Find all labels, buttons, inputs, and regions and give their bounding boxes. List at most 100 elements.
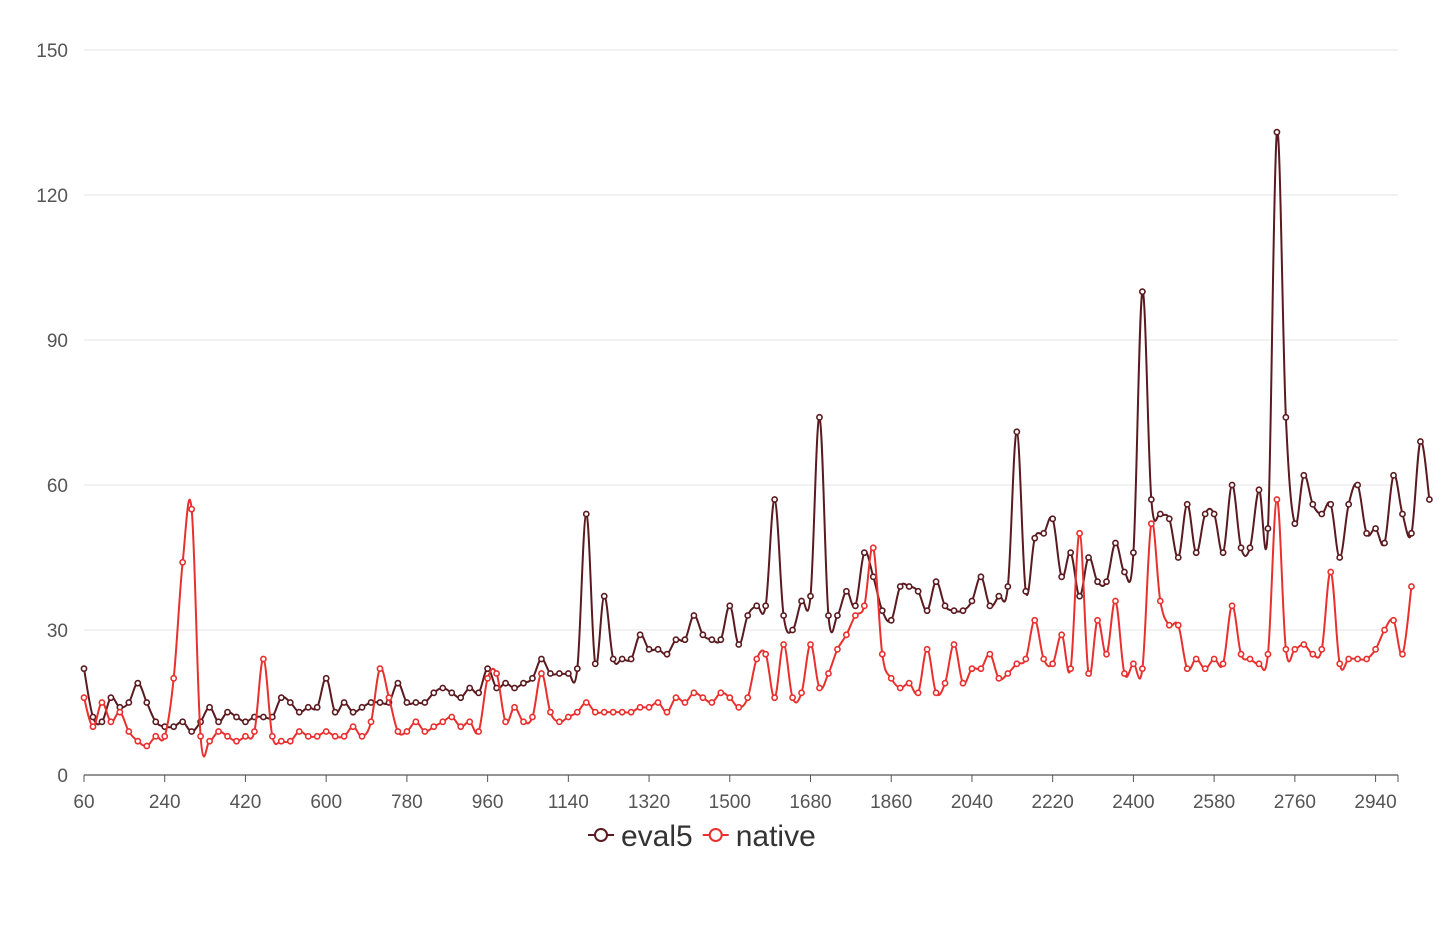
- data-point-eval5: [322, 674, 330, 682]
- x-tick-label: 1680: [789, 792, 831, 813]
- data-point-eval5: [932, 578, 940, 586]
- data-point-native: [457, 723, 465, 731]
- data-point-eval5: [735, 641, 743, 648]
- data-point-eval5: [995, 592, 1003, 600]
- data-point-native: [744, 694, 752, 702]
- data-point-eval5: [376, 699, 384, 706]
- data-point-native: [242, 732, 249, 740]
- data-point-native: [1192, 655, 1200, 663]
- legend-item-native[interactable]: native: [702, 820, 816, 853]
- x-tick-label: 240: [149, 792, 181, 813]
- legend-swatch-marker: [708, 828, 723, 842]
- data-point-native: [107, 718, 115, 726]
- data-point-native: [762, 650, 770, 658]
- data-point-eval5: [188, 728, 196, 735]
- data-point-native: [636, 703, 644, 711]
- data-point-native: [1309, 650, 1317, 658]
- data-point-eval5: [1390, 471, 1397, 479]
- data-point-eval5: [107, 694, 115, 702]
- data-point-native: [188, 505, 196, 513]
- data-point-eval5: [277, 694, 285, 702]
- data-point-eval5: [609, 655, 617, 663]
- data-point-native: [1327, 568, 1335, 576]
- data-point-native: [753, 655, 761, 663]
- data-point-eval5: [430, 689, 438, 697]
- data-point-eval5: [125, 699, 133, 706]
- y-tick-label: 30: [47, 621, 68, 642]
- y-tick-label: 90: [47, 331, 68, 352]
- legend-item-eval5[interactable]: eval5: [588, 820, 693, 853]
- data-point-native: [89, 723, 97, 731]
- data-point-eval5: [555, 670, 563, 677]
- data-point-eval5: [825, 612, 832, 619]
- data-point-eval5: [1381, 539, 1388, 547]
- data-point-eval5: [457, 694, 465, 702]
- data-point-eval5: [959, 607, 967, 615]
- data-point-native: [564, 713, 572, 721]
- data-point-native: [1121, 670, 1128, 677]
- x-tick-label: 2220: [1032, 792, 1074, 813]
- data-point-eval5: [520, 679, 527, 687]
- data-point-eval5: [1085, 554, 1092, 561]
- series-lines: [80, 128, 1433, 758]
- data-point-native: [116, 708, 124, 716]
- data-point-native: [1112, 597, 1119, 605]
- data-point-native: [502, 718, 509, 726]
- data-point-eval5: [313, 703, 321, 711]
- data-point-eval5: [717, 636, 725, 644]
- data-point-eval5: [950, 607, 958, 615]
- data-point-native: [896, 684, 904, 692]
- x-tick-label: 960: [472, 792, 504, 813]
- data-point-native: [170, 674, 178, 682]
- data-point-eval5: [403, 699, 411, 706]
- data-point-native: [1138, 665, 1146, 673]
- data-point-native: [511, 703, 518, 711]
- data-point-native: [179, 558, 187, 566]
- data-point-eval5: [206, 703, 213, 711]
- data-point-eval5: [1372, 525, 1379, 532]
- data-point-eval5: [681, 636, 689, 644]
- data-point-eval5: [179, 718, 187, 726]
- legend[interactable]: eval5 native: [588, 820, 816, 853]
- x-tick-label: 2400: [1112, 792, 1154, 813]
- data-point-native: [923, 645, 931, 653]
- data-point-eval5: [1112, 539, 1119, 547]
- data-point-eval5: [448, 689, 456, 697]
- data-point-native: [1156, 597, 1164, 605]
- data-point-native: [277, 737, 285, 745]
- data-point-native: [1318, 645, 1326, 653]
- data-point-native: [403, 728, 411, 735]
- data-point-eval5: [134, 679, 142, 687]
- data-point-native: [1210, 655, 1218, 663]
- data-point-native: [430, 723, 438, 731]
- data-point-eval5: [1327, 500, 1335, 508]
- data-point-native: [1147, 520, 1155, 528]
- data-point-eval5: [304, 703, 312, 711]
- data-point-eval5: [224, 708, 231, 716]
- data-point-native: [842, 631, 850, 639]
- data-point-native: [197, 732, 204, 740]
- data-point-eval5: [1192, 549, 1200, 557]
- data-point-native: [609, 708, 617, 716]
- data-point-eval5: [699, 631, 707, 639]
- data-point-eval5: [1291, 520, 1299, 528]
- data-point-eval5: [1354, 481, 1362, 489]
- data-point-eval5: [1210, 510, 1218, 518]
- data-point-native: [1237, 650, 1245, 658]
- data-point-native: [1336, 660, 1344, 668]
- data-point-native: [331, 732, 339, 740]
- data-point-eval5: [573, 665, 581, 673]
- data-point-native: [206, 737, 213, 745]
- data-point-native: [860, 602, 868, 610]
- data-point-native: [1390, 616, 1397, 624]
- data-point-eval5: [842, 587, 850, 595]
- data-point-eval5: [1345, 500, 1353, 508]
- data-point-eval5: [1237, 544, 1245, 552]
- data-point-eval5: [708, 636, 716, 644]
- data-point-native: [869, 544, 877, 552]
- data-point-eval5: [851, 602, 859, 610]
- data-point-native: [412, 718, 420, 726]
- data-point-native: [1049, 660, 1057, 668]
- data-point-eval5: [1040, 529, 1048, 537]
- data-point-native: [1183, 665, 1191, 673]
